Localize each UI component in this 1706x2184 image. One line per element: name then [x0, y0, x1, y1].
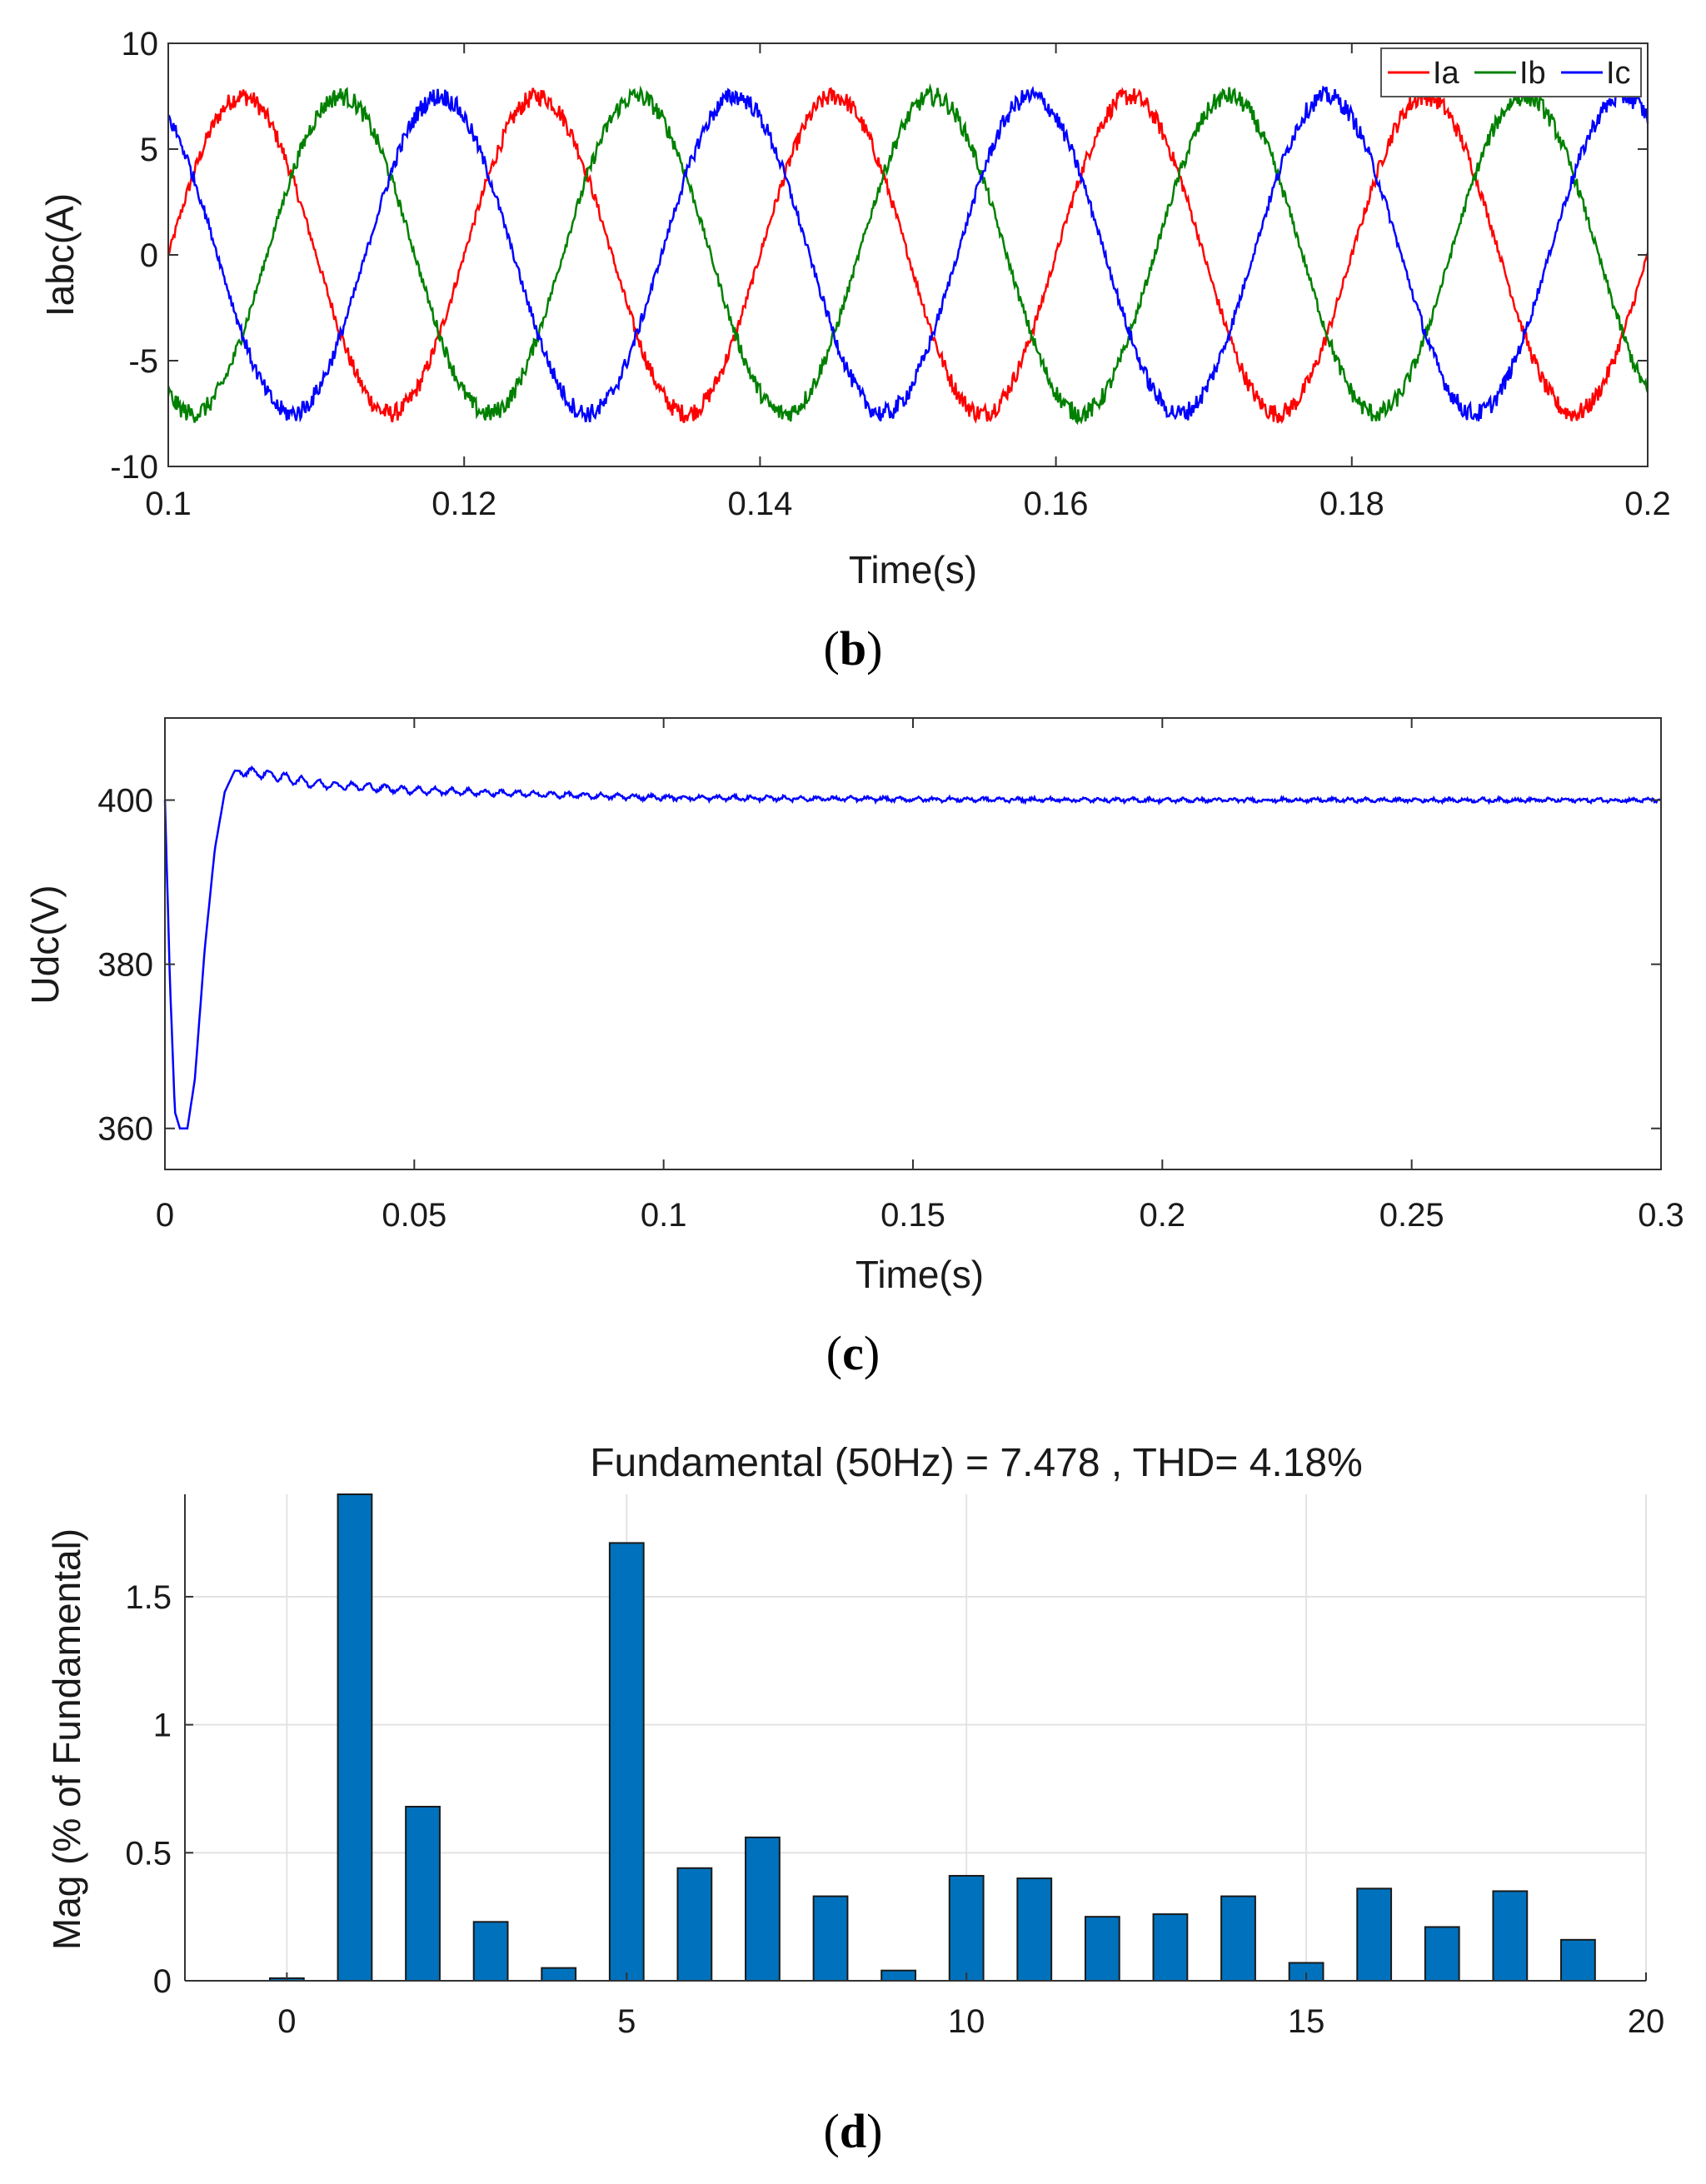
bar-harmonic-18: [1492, 1890, 1529, 1982]
x-tick-label: 20: [1628, 2003, 1665, 2040]
x-tick-label: 0: [277, 2003, 296, 2040]
plot-background: [185, 1494, 1646, 1981]
bar-harmonic-6: [676, 1867, 713, 1982]
y-tick-label: 380: [97, 947, 153, 984]
harmonic-bars: [268, 1493, 1596, 1982]
y-axis-title: Iabc(A): [38, 193, 82, 317]
series-line-ic: [167, 85, 1649, 423]
panel-label-d: (d): [824, 2104, 883, 2158]
bar-harmonic-16: [1356, 1887, 1393, 1982]
x-tick-labels: 0 5 10 15 20: [277, 2003, 1664, 2040]
y-tick-label: 0: [153, 1963, 172, 2000]
y-tick-label: 360: [97, 1111, 153, 1148]
y-tick-label: 400: [97, 783, 153, 820]
bar-harmonic-1: [337, 1493, 373, 1982]
y-tick-labels: 0 0.5 1 1.5: [125, 1579, 172, 2000]
x-tick-labels: 0.1 0.12 0.14 0.16 0.18 0.2: [145, 486, 1671, 522]
legend-label-ia: Ia: [1433, 56, 1460, 91]
x-tick-label: 0.18: [1319, 486, 1384, 522]
bar-harmonic-12: [1084, 1916, 1120, 1982]
x-tick-label: 0.15: [880, 1197, 945, 1234]
bar-harmonic-19: [1560, 1938, 1596, 1982]
bar-harmonic-17: [1424, 1926, 1460, 1982]
bar-harmonic-9: [880, 1969, 917, 1982]
plot-frame: [167, 42, 1649, 467]
bar-harmonic-3: [472, 1921, 509, 1982]
chart-title: Fundamental (50Hz) = 7.478 , THD= 4.18%: [590, 1441, 1363, 1485]
axis-ticks: [167, 42, 1649, 467]
bar-harmonic-11: [1016, 1877, 1053, 1982]
x-tick-label: 0.1: [145, 486, 192, 522]
panel-b-current-chart: 0.1 0.12 0.14 0.16 0.18 0.2 -10 -5 0 5 10 Time(s)…: [38, 26, 1671, 676]
y-axis-title: Mag (% of Fundamental): [45, 1528, 88, 1950]
y-tick-label: 10: [122, 26, 159, 62]
x-tick-label: 0: [156, 1197, 174, 1234]
x-tick-label: 0.2: [1624, 486, 1671, 522]
y-tick-label: 0.5: [125, 1835, 172, 1872]
legend-label-ic: Ic: [1606, 56, 1631, 91]
x-tick-label: 0.2: [1140, 1197, 1186, 1234]
bar-harmonic-7: [745, 1836, 781, 1982]
x-tick-label: 0.3: [1638, 1197, 1684, 1234]
x-tick-label: 0.16: [1024, 486, 1089, 522]
x-tick-label: 0.05: [382, 1197, 446, 1234]
panel-d-harmonic-spectrum: 0 5 10 15 20 0 0.5 1 1.5 Fundamental (50Hz) = 7…: [45, 1441, 1664, 2158]
bar-harmonic-14: [1220, 1895, 1256, 1982]
panel-label-b: (b): [824, 621, 883, 676]
y-tick-labels: -10 -5 0 5 10: [110, 26, 158, 486]
x-axis-title: Time(s): [855, 1253, 984, 1296]
x-tick-label: 5: [617, 2003, 636, 2040]
x-tick-label: 0.14: [727, 486, 792, 522]
y-tick-label: -10: [110, 449, 158, 486]
bar-harmonic-10: [948, 1874, 985, 1982]
y-tick-label: 5: [140, 132, 158, 168]
x-tick-label: 0.12: [431, 486, 496, 522]
x-axis-title: Time(s): [849, 548, 977, 591]
y-tick-label: 1.5: [125, 1579, 172, 1616]
y-tick-label: -5: [128, 343, 158, 380]
bar-harmonic-5: [608, 1542, 645, 1982]
axes-lines: [184, 1494, 1647, 1982]
y-tick-labels: 360 380 400: [97, 783, 153, 1148]
x-tick-label: 0.1: [641, 1197, 687, 1234]
legend-label-ib: Ib: [1519, 56, 1546, 91]
axis-ticks: [164, 718, 1662, 1169]
x-tick-label: 0.25: [1379, 1197, 1444, 1234]
x-tick-label: 10: [948, 2003, 985, 2040]
panel-c-udc-chart: 0 0.05 0.1 0.15 0.2 0.25 0.3 360 380 400 Time(s)…: [23, 717, 1684, 1380]
bar-harmonic-2: [405, 1805, 441, 1982]
y-tick-label: 0: [140, 237, 158, 274]
plot-frame: [164, 717, 1662, 1170]
x-tick-labels: 0 0.05 0.1 0.15 0.2 0.25 0.3: [156, 1197, 1684, 1234]
bar-harmonic-4: [541, 1967, 577, 1982]
bar-harmonic-13: [1152, 1913, 1189, 1982]
panel-label-c: (c): [826, 1326, 880, 1380]
series-line-ib: [167, 82, 1649, 426]
x-tick-label: 15: [1288, 2003, 1325, 2040]
udc-series-line: [163, 765, 1662, 1129]
legend: Ia Ib Ic: [1380, 47, 1642, 97]
y-axis-title: Udc(V): [23, 885, 67, 1004]
bar-harmonic-8: [812, 1895, 849, 1982]
y-tick-label: 1: [153, 1708, 172, 1744]
series-line-ia: [167, 85, 1649, 425]
current-series-curves: [167, 82, 1649, 426]
